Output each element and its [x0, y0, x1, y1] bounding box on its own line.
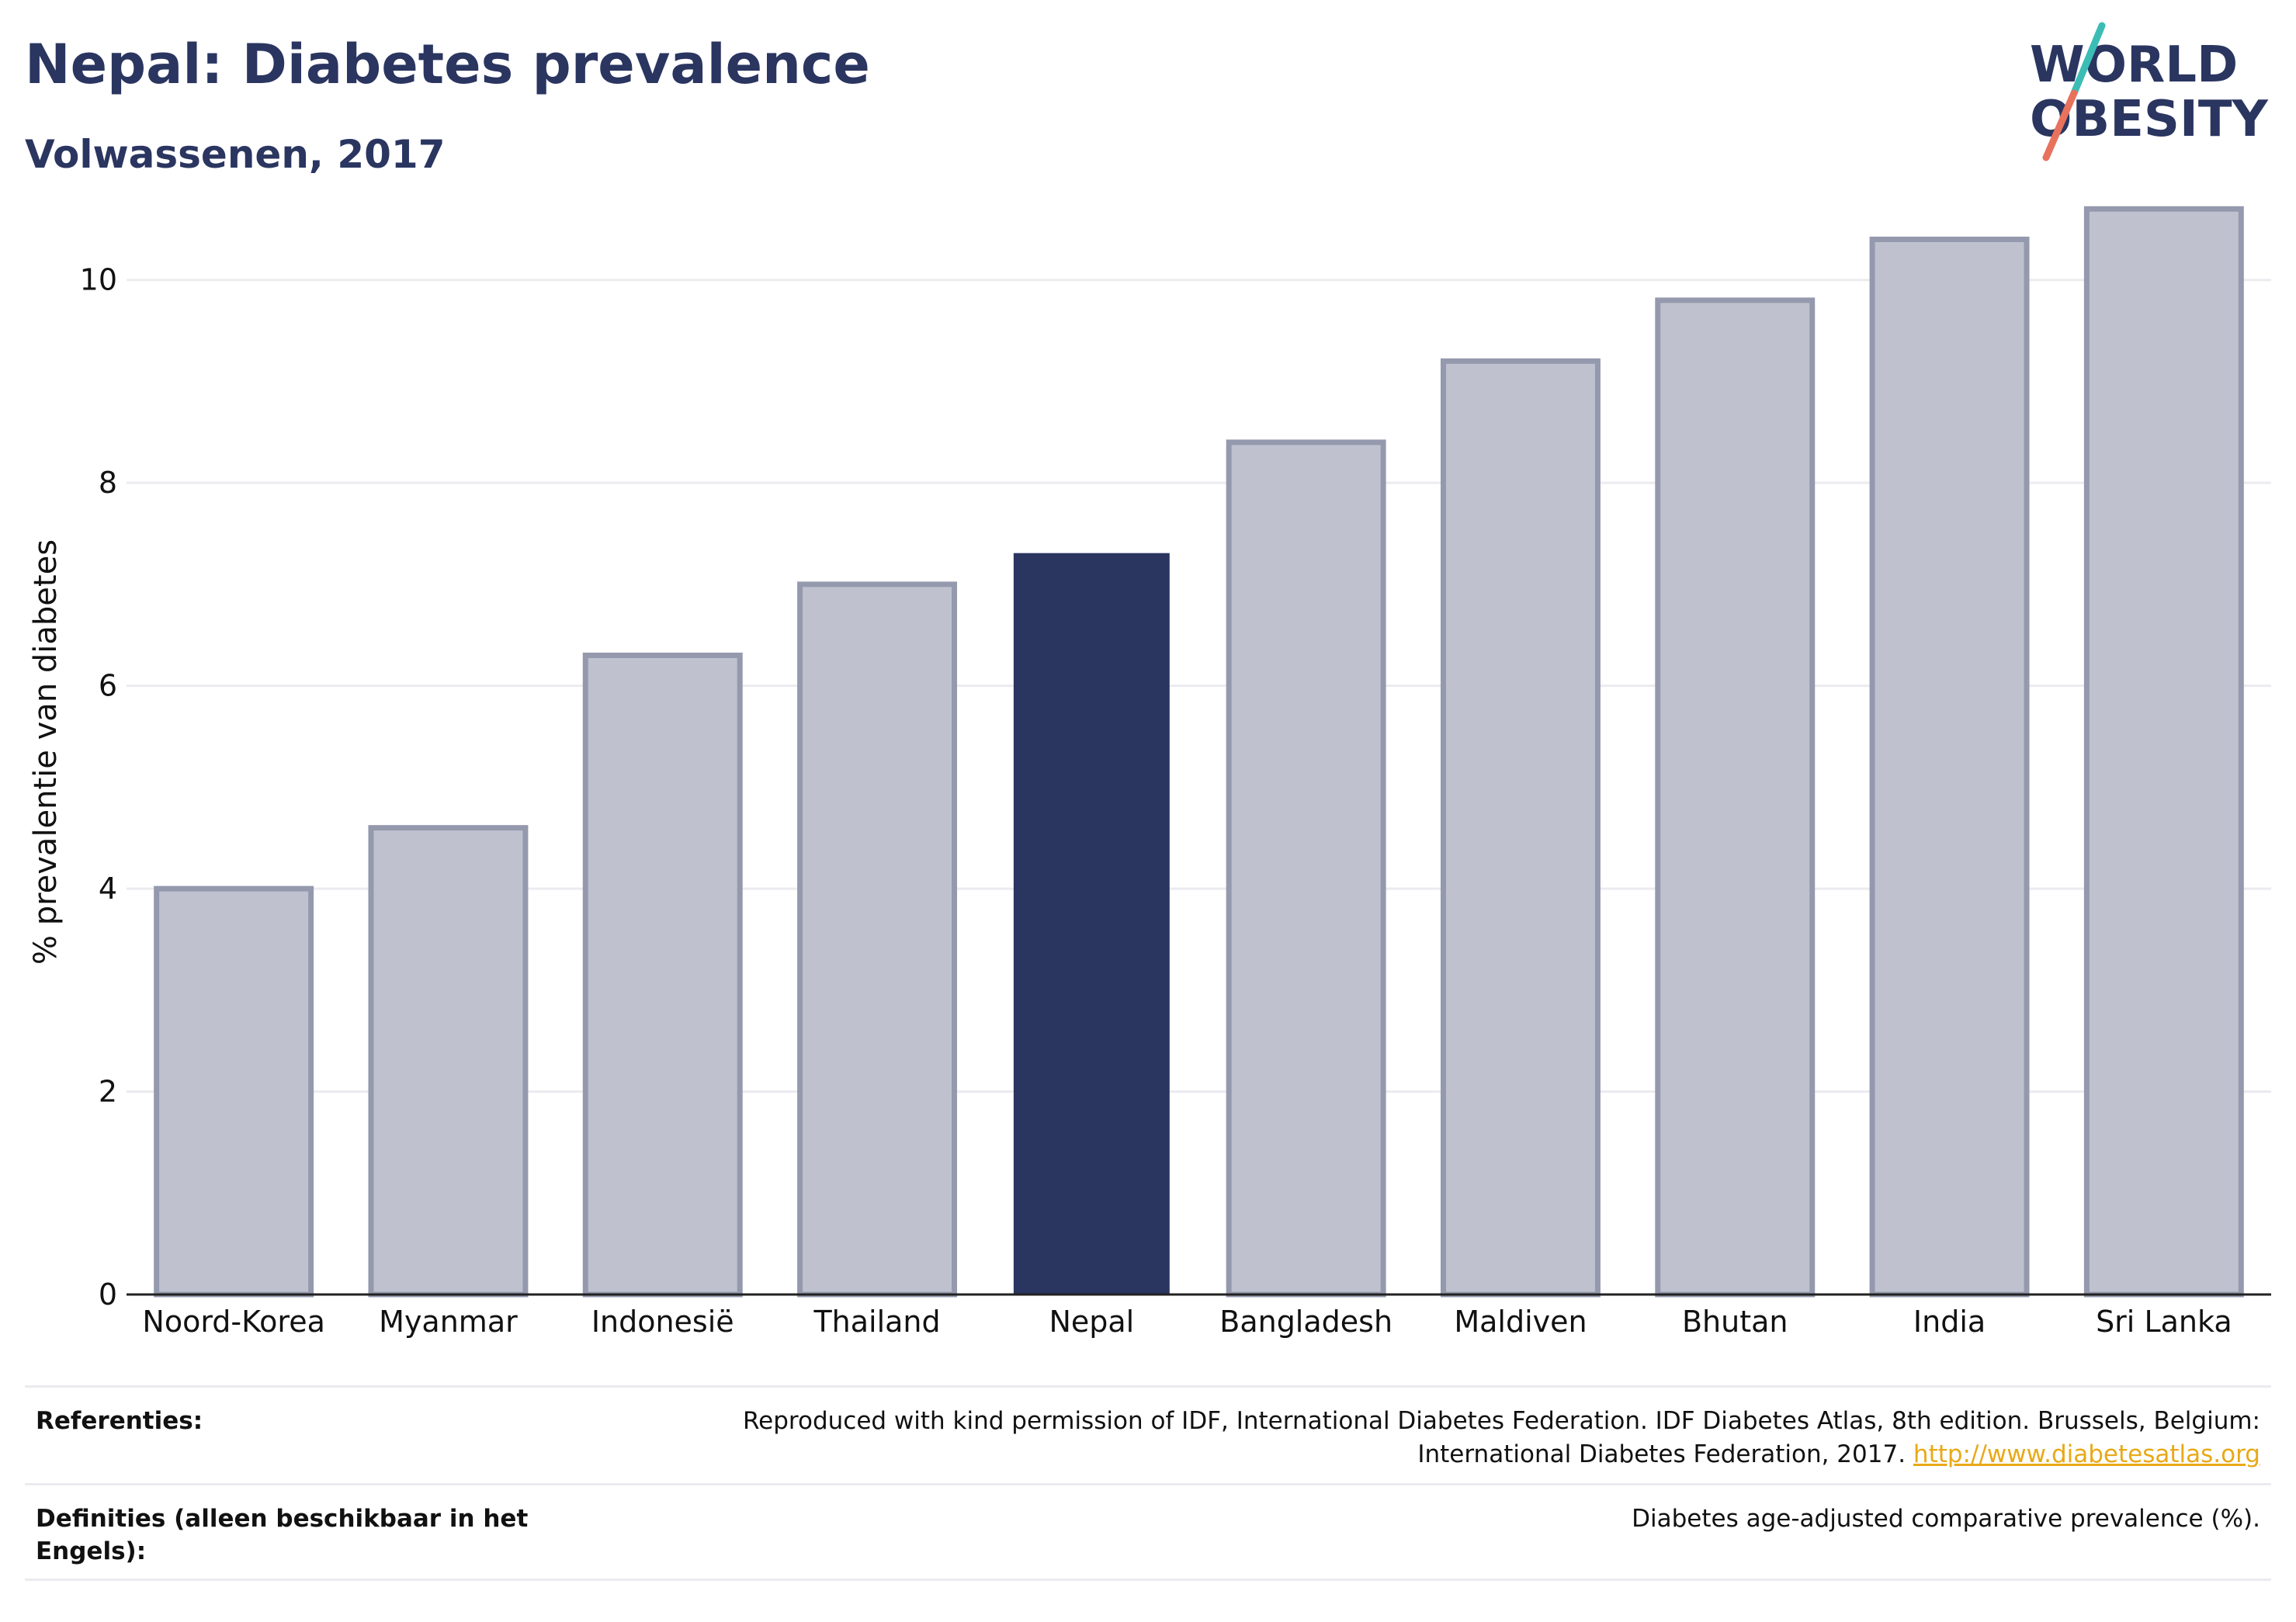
sources-text-line1: Reproduced with kind permission of IDF, …: [743, 1407, 2260, 1435]
x-tick-label: Maldiven: [1454, 1305, 1587, 1339]
bar: [2083, 206, 2244, 1298]
chart-title: Nepal: Diabetes prevalence: [25, 33, 870, 96]
x-tick-label: Sri Lanka: [2096, 1305, 2232, 1339]
y-tick-label: 8: [99, 466, 117, 500]
x-tick-label: Nepal: [1049, 1305, 1134, 1339]
bar: [1440, 358, 1601, 1298]
logo-slash-red: [2042, 89, 2078, 161]
definitions-text: Diabetes age-adjusted comparative preval…: [1632, 1505, 2260, 1533]
bars: [154, 206, 2244, 1298]
definitions-label: Definities (alleen beschikbaar in het En…: [36, 1505, 529, 1565]
bar: [368, 825, 529, 1298]
y-tick-label: 10: [80, 263, 117, 297]
y-tick-labels: 0 2 4 6 8 10: [80, 263, 117, 1312]
x-tick-labels: Noord-Korea Myanmar Indonesië Thailand Nepal…: [142, 1305, 2232, 1339]
logo-slash-teal: [2070, 22, 2106, 97]
sources-label: Referenties:: [36, 1407, 203, 1435]
references-row-definitions: Definities (alleen beschikbaar in het En…: [25, 1483, 2271, 1581]
x-tick-label: Bangladesh: [1219, 1305, 1393, 1339]
bar-highlighted: [1013, 553, 1170, 1295]
bar-chart: 0 2 4 6 8 10 Noord-Korea Myanmar Indonesië Thail…: [28, 206, 2271, 1339]
y-tick-label: 4: [99, 872, 117, 906]
bar: [1655, 297, 1816, 1298]
sources-text-line2: International Diabetes Federation, 2017.: [1417, 1440, 1906, 1468]
x-tick-label: Myanmar: [379, 1305, 518, 1339]
bar: [582, 652, 743, 1298]
y-axis-label: % prevalentie van diabetes: [28, 539, 64, 965]
y-tick-label: 6: [99, 669, 117, 703]
x-tick-label: India: [1913, 1305, 1986, 1339]
y-tick-label: 2: [99, 1075, 117, 1109]
x-tick-label: Indonesië: [591, 1305, 734, 1339]
y-tick-label: 0: [99, 1277, 117, 1312]
x-tick-label: Thailand: [813, 1305, 940, 1339]
x-tick-label: Bhutan: [1682, 1305, 1788, 1339]
logo-word-world: WORLD: [2030, 36, 2238, 94]
chart-subtitle: Volwassenen, 2017: [25, 132, 446, 177]
bar: [1226, 439, 1386, 1298]
x-tick-label: Noord-Korea: [142, 1305, 324, 1339]
bar: [797, 581, 958, 1298]
bar: [1869, 236, 2030, 1298]
sources-text: Reproduced with kind permission of IDF, …: [669, 1405, 2260, 1471]
bar: [154, 886, 314, 1298]
world-obesity-logo: WORLD OBESITY: [2030, 22, 2268, 161]
references-row-sources: Referenties: Reproduced with kind permis…: [25, 1385, 2271, 1483]
diabetesatlas-link[interactable]: http://www.diabetesatlas.org: [1913, 1440, 2260, 1468]
references-table: Referenties: Reproduced with kind permis…: [25, 1385, 2271, 1581]
